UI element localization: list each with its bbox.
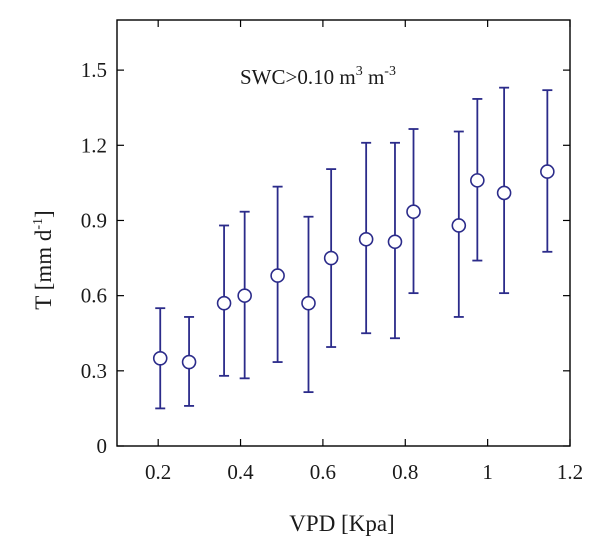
plot-frame — [116, 19, 571, 447]
data-point — [152, 350, 168, 366]
y-tick-label: 0.9 — [81, 208, 107, 232]
y-tick-label: 1.2 — [81, 133, 107, 157]
data-point — [323, 250, 339, 266]
y-tick-label: 1.5 — [81, 58, 107, 82]
x-axis-title: VPD [Kpa] — [289, 511, 394, 536]
y-tick-label: 0 — [97, 434, 108, 458]
marks-group — [152, 86, 555, 410]
x-tick-label: 0.2 — [145, 460, 171, 484]
x-tick-label: 0.4 — [227, 460, 254, 484]
data-point — [181, 354, 197, 370]
x-tick-label: 1 — [482, 460, 493, 484]
annotation-text: SWC>0.10 m3 m-3 — [240, 64, 396, 89]
data-point — [358, 231, 374, 247]
data-point — [237, 288, 252, 303]
x-tick-label: 1.2 — [557, 460, 583, 484]
data-point — [496, 185, 512, 201]
y-tick-label: 0.3 — [81, 359, 107, 383]
y-tick-label: 0.6 — [81, 284, 107, 308]
data-point — [216, 295, 232, 311]
data-point — [301, 295, 316, 311]
data-point — [387, 234, 403, 250]
data-point — [451, 218, 467, 233]
data-point — [540, 164, 555, 179]
data-point — [470, 173, 485, 188]
data-point — [406, 204, 421, 219]
y-axis-title: T [mm d-1] — [31, 210, 56, 309]
data-point — [270, 268, 285, 283]
x-tick-label: 0.8 — [392, 460, 418, 484]
x-tick-label: 0.6 — [310, 460, 336, 484]
